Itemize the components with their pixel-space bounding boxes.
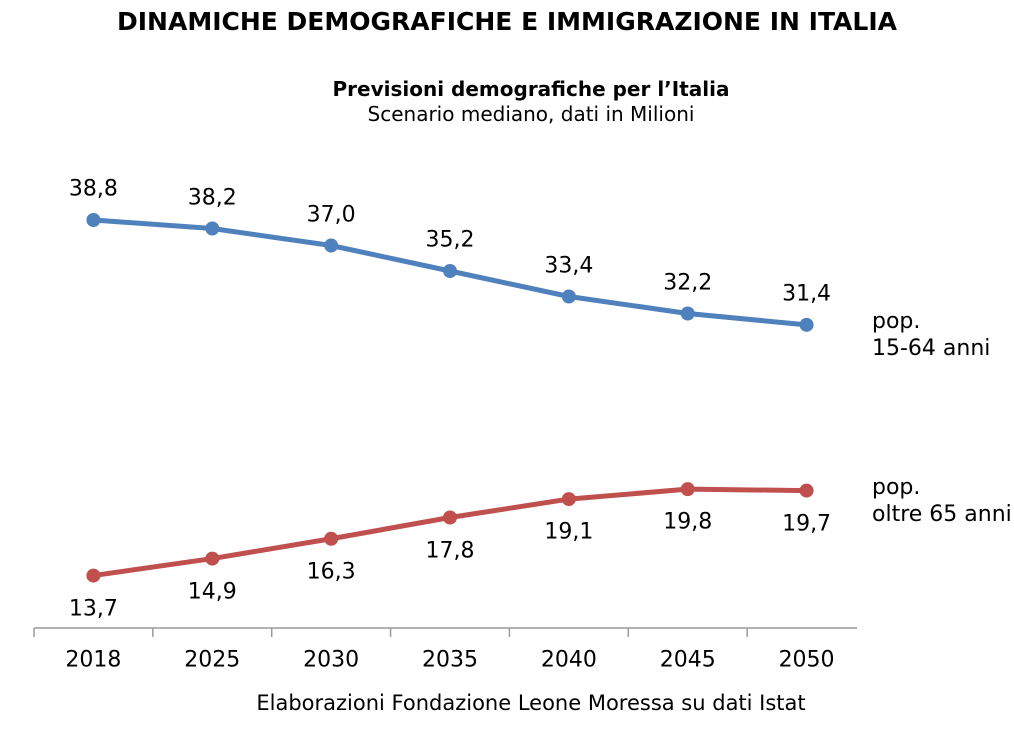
x-axis-label: 2045 — [659, 647, 716, 673]
chart-title: Previsioni demografiche per l’Italia — [332, 77, 730, 101]
data-label: 13,7 — [68, 596, 118, 622]
data-point — [205, 551, 220, 566]
data-point — [324, 238, 339, 253]
x-axis-label: 2050 — [778, 647, 835, 673]
data-label: 38,2 — [187, 185, 237, 210]
data-point — [443, 264, 457, 278]
data-label: 19,1 — [544, 519, 594, 545]
data-label: 32,2 — [663, 270, 713, 295]
data-point — [680, 482, 695, 497]
data-point — [561, 492, 576, 507]
data-label: 31,4 — [782, 281, 832, 307]
data-label: 17,8 — [425, 538, 475, 563]
data-point — [324, 531, 339, 546]
data-point — [680, 306, 695, 321]
x-axis-label: 2040 — [540, 647, 597, 673]
data-label: 19,8 — [663, 509, 713, 535]
data-point — [205, 221, 220, 236]
data-label: 14,9 — [187, 579, 237, 605]
page-title: DINAMICHE DEMOGRAFICHE E IMMIGRAZIONE IN… — [117, 7, 897, 36]
data-label: 33,4 — [544, 253, 594, 278]
data-label: 16,3 — [306, 559, 356, 585]
data-label: 38,8 — [68, 176, 118, 202]
data-point — [86, 213, 101, 227]
data-label: 35,2 — [425, 227, 475, 253]
source-note: Elaborazioni Fondazione Leone Moressa su… — [256, 691, 806, 715]
x-axis-label: 2018 — [65, 647, 122, 673]
data-point — [86, 568, 101, 583]
data-point — [443, 510, 457, 525]
chart-subtitle: Scenario mediano, dati in Milioni — [367, 102, 695, 126]
x-axis-label: 2025 — [184, 647, 241, 673]
data-label: 37,0 — [306, 202, 356, 227]
x-axis-label: 2035 — [422, 647, 478, 673]
data-point — [561, 289, 576, 304]
data-point — [799, 483, 814, 498]
x-axis-label: 2030 — [303, 647, 360, 673]
legend-label-pop-oltre-65: pop. oltre 65 anni — [872, 475, 1012, 527]
data-label: 19,7 — [782, 511, 832, 537]
legend-label-pop-15-64: pop. 15-64 anni — [872, 309, 991, 361]
data-point — [799, 317, 814, 332]
